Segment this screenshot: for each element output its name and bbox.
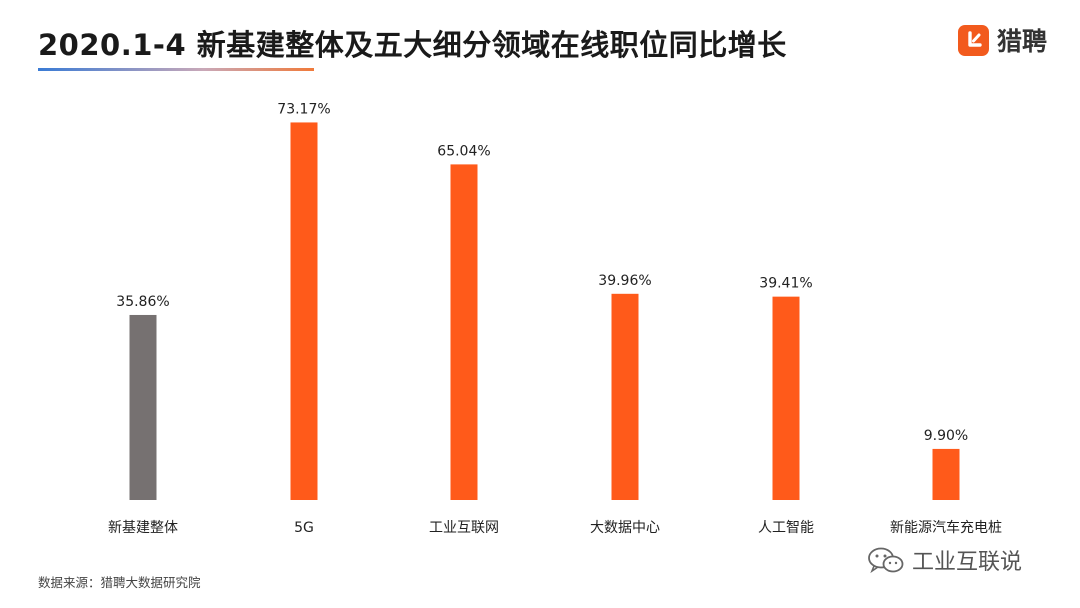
data-label-1: 73.17%: [277, 101, 330, 117]
bar-4: [772, 296, 800, 500]
category-label-0: 新基建整体: [108, 519, 178, 536]
data-label-5: 9.90%: [924, 428, 968, 444]
brand-logo: 猎聘: [958, 22, 1047, 58]
data-source-note: 数据来源：猎聘大数据研究院: [38, 575, 201, 590]
bar-5: [932, 448, 960, 500]
category-label-4: 人工智能: [758, 520, 814, 536]
liepin-logo-icon: [958, 24, 989, 56]
bar-2: [450, 164, 478, 500]
data-label-3: 39.96%: [598, 273, 651, 289]
bar-1: [290, 122, 318, 500]
bar-3: [611, 293, 639, 500]
bar-0: [129, 314, 157, 500]
logo-text: 猎聘: [997, 27, 1048, 56]
wechat-icon: [868, 547, 904, 574]
data-label-2: 65.04%: [437, 143, 490, 159]
category-label-5: 新能源汽车充电桩: [890, 519, 1002, 536]
watermark-text: 工业互联说: [912, 550, 1023, 575]
data-label-4: 39.41%: [759, 276, 812, 292]
category-label-2: 工业互联网: [429, 520, 499, 536]
wechat-watermark: 工业互联说: [866, 544, 1022, 576]
title-underline: [38, 68, 314, 71]
data-label-0: 35.86%: [116, 294, 169, 310]
category-label-1: 5G: [294, 520, 314, 536]
category-label-3: 大数据中心: [590, 520, 660, 536]
page-title: 2020.1-4 新基建整体及五大细分领域在线职位同比增长: [38, 28, 787, 62]
